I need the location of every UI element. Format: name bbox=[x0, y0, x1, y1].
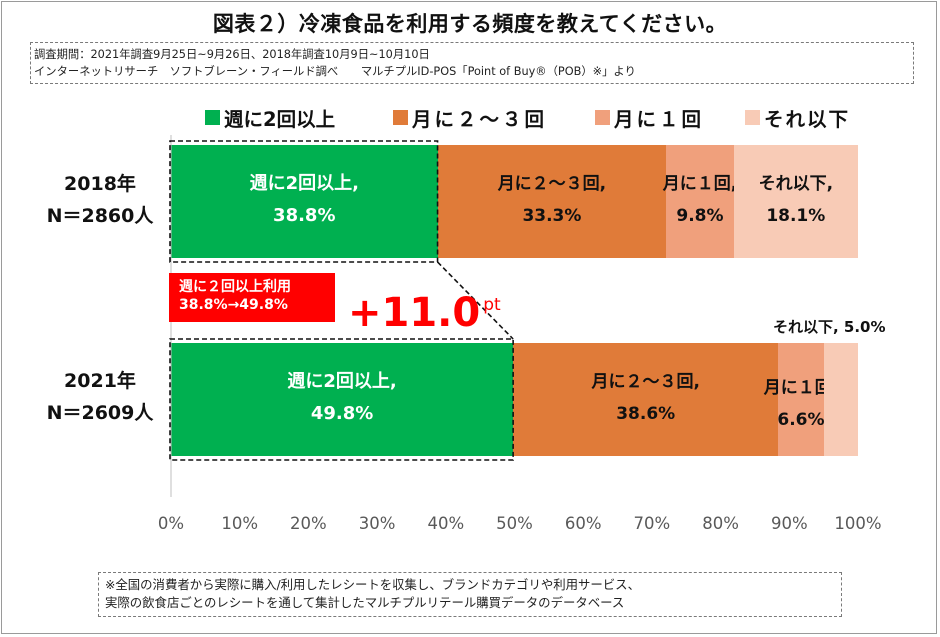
legend-item-monthly-2to3: 月に２～３回 bbox=[393, 103, 547, 132]
data-label-2021-monthly-1: 月に１回, 6.6% bbox=[751, 372, 851, 436]
legend-label-weekly-2plus: 週に2回以上 bbox=[224, 108, 336, 131]
footnote-line-1: ※全国の消費者から実際に購入/利用したレシートを収集し、ブランドカテゴリや利用サ… bbox=[105, 577, 640, 592]
bar-2021-weekly-2plus bbox=[171, 343, 514, 456]
data-label-2018-monthly-1: 月に１回, 9.8% bbox=[646, 168, 753, 232]
x-tick-label: 30% bbox=[358, 514, 396, 533]
x-tick-label: 100% bbox=[834, 514, 882, 533]
x-tick-label: 80% bbox=[702, 514, 739, 533]
x-tick-label: 60% bbox=[564, 514, 602, 533]
data-label-value-2021-monthly-2to3: 38.6% bbox=[616, 403, 676, 424]
x-tick-label: 20% bbox=[290, 514, 327, 533]
survey-info-line-1: 調査期間：2021年調査9月25日~9月26日、2018年調査10月9日~10月… bbox=[34, 48, 430, 61]
chart-legend: 週に2回以上 月に２～３回 月に１回 それ以下 bbox=[0, 103, 940, 133]
highlight-connector bbox=[436, 261, 514, 340]
x-tick-label: 40% bbox=[427, 514, 465, 533]
legend-swatch-monthly-1 bbox=[595, 110, 610, 125]
bar-2021-less bbox=[823, 343, 858, 456]
legend-item-monthly-1: 月に１回 bbox=[595, 103, 704, 132]
row-year-2021: 2021年 bbox=[64, 370, 136, 392]
data-label-value-2018-weekly-2plus: 38.8% bbox=[273, 204, 336, 226]
bar-2018-monthly-1 bbox=[666, 145, 734, 258]
legend-swatch-monthly-2to3 bbox=[393, 110, 408, 125]
chart-title: 図表２）冷凍食品を利用する頻度を教えてください。 bbox=[212, 12, 728, 36]
legend-item-less: それ以下 bbox=[745, 103, 850, 132]
data-label-name-2021-monthly-1: 月に１回, bbox=[763, 377, 839, 398]
data-label-2018-weekly-2plus: 週に2回以上, 38.8% bbox=[151, 168, 458, 232]
legend-label-monthly-1: 月に１回 bbox=[614, 108, 705, 131]
data-label-name-2018-monthly-1: 月に１回, bbox=[662, 173, 738, 194]
data-label-2021-weekly-2plus: 週に2回以上, 49.8% bbox=[151, 366, 533, 430]
data-label-name-2018-less: それ以下, bbox=[758, 173, 834, 194]
bar-2021-monthly-1 bbox=[778, 343, 824, 456]
data-label-name-2021-weekly-2plus: 週に2回以上, bbox=[287, 370, 397, 392]
bar-2018-less bbox=[733, 145, 858, 258]
callout-line-2: 38.8%→49.8% bbox=[179, 297, 288, 313]
increase-value: +11.0 bbox=[348, 290, 481, 336]
increase-callout: 週に２回以上利用 38.8%→49.8% bbox=[169, 273, 335, 322]
row-n-2021: N＝2609人 bbox=[46, 402, 154, 424]
x-tick-label: 0% bbox=[157, 514, 185, 533]
bar-2018-weekly-2plus bbox=[171, 145, 438, 258]
data-label-value-2018-less: 18.1% bbox=[766, 205, 826, 226]
row-label-2018: 2018年 N＝2860人 bbox=[40, 168, 160, 232]
highlight-box-2018 bbox=[169, 140, 439, 263]
data-label-value-2021-weekly-2plus: 49.8% bbox=[310, 402, 374, 424]
data-label-value-2021-monthly-1: 6.6% bbox=[777, 409, 825, 430]
legend-label-less: それ以下 bbox=[764, 108, 851, 131]
data-label-2018-monthly-2to3: 月に２～３回, 33.3% bbox=[418, 168, 687, 232]
legend-item-weekly-2plus: 週に2回以上 bbox=[205, 103, 335, 132]
footnote-line-2: 実際の飲食店ごとのレシートを通して集計したマルチプルリテール購買データのデータベ… bbox=[105, 595, 625, 610]
data-label-value-2018-monthly-2to3: 33.3% bbox=[522, 205, 582, 226]
survey-info-line-2: インターネットリサーチ ソフトブレーン・フィールド調べ マルチプルID-POS「… bbox=[34, 65, 636, 78]
data-label-2018-less: それ以下, 18.1% bbox=[714, 168, 878, 232]
legend-label-monthly-2to3: 月に２～３回 bbox=[412, 108, 548, 131]
x-tick-label: 90% bbox=[770, 514, 808, 533]
callout-line-1: 週に２回以上利用 bbox=[179, 279, 291, 295]
data-label-name-2018-weekly-2plus: 週に2回以上, bbox=[249, 172, 359, 194]
footnote-box: ※全国の消費者から実際に購入/利用したレシートを収集し、ブランドカテゴリや利用サ… bbox=[98, 572, 842, 617]
row-label-2021: 2021年 N＝2609人 bbox=[40, 365, 160, 429]
legend-swatch-less bbox=[745, 110, 760, 125]
data-label-value-2018-monthly-1: 9.8% bbox=[676, 205, 724, 226]
x-tick-label: 10% bbox=[221, 514, 259, 533]
x-tick-label: 50% bbox=[496, 514, 533, 533]
bar-2018-monthly-2to3 bbox=[437, 145, 667, 258]
bar-2021-monthly-2to3 bbox=[513, 343, 779, 456]
data-label-name-2018-monthly-2to3: 月に２～３回, bbox=[497, 173, 607, 194]
survey-info-box: 調査期間：2021年調査9月25日~9月26日、2018年調査10月9日~10月… bbox=[30, 42, 914, 84]
outside-label-2021-less: それ以下, 5.0% bbox=[773, 318, 886, 336]
row-year-2018: 2018年 bbox=[64, 173, 136, 195]
highlight-box-2021 bbox=[169, 338, 514, 461]
row-n-2018: N＝2860人 bbox=[46, 205, 154, 227]
increase-unit: pt bbox=[483, 295, 501, 315]
legend-swatch-weekly-2plus bbox=[205, 110, 220, 125]
increase-annotation: +11.0 pt bbox=[348, 290, 501, 336]
data-label-2021-monthly-2to3: 月に２～３回, 38.6% bbox=[493, 366, 798, 430]
x-tick-label: 70% bbox=[633, 514, 671, 533]
data-label-name-2021-monthly-2to3: 月に２～３回, bbox=[591, 371, 700, 392]
